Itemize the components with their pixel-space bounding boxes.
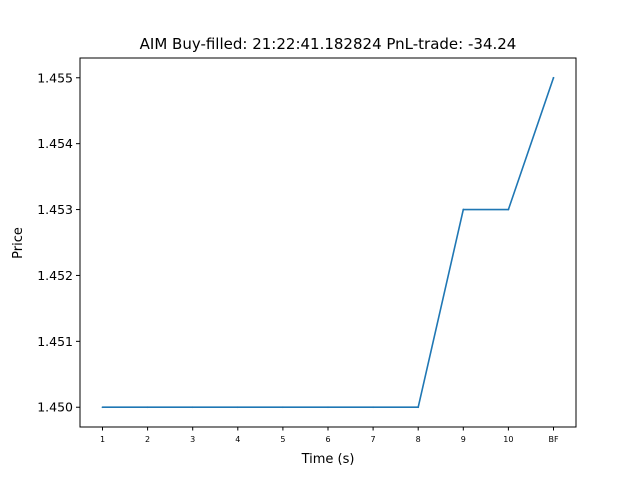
x-tick-label: 9 [461,435,466,444]
x-tick-label: 6 [325,435,330,444]
data-point [236,406,239,409]
y-tick-label: 1.454 [37,136,73,151]
chart-title: AIM Buy-filled: 21:22:41.182824 PnL-trad… [140,35,517,53]
data-point [101,406,104,409]
x-tick-label: 1 [100,435,105,444]
x-tick-label: 8 [416,435,421,444]
data-point [282,406,284,409]
y-axis-label: Price [11,227,26,259]
y-tick-label: 1.450 [37,400,73,415]
x-tick-label: 2 [145,435,150,444]
x-tick-label: 10 [503,435,513,444]
x-tick-label: 3 [190,435,195,444]
series-layer [101,76,555,409]
data-point [462,208,465,211]
y-tick-label: 1.455 [37,70,73,85]
data-point [191,406,194,409]
x-tick-label: 4 [235,435,240,444]
series-line [102,77,555,409]
x-tick-label: 7 [371,435,376,444]
x-axis-label: Time (s) [301,452,355,467]
y-tick-label: 1.451 [37,334,73,349]
x-tick-label: 5 [280,435,285,444]
data-point [507,208,510,211]
x-tick-label: BF [548,435,558,444]
y-tick-label: 1.453 [37,202,73,217]
data-point [146,406,149,409]
data-point [372,406,374,409]
plot-frame [79,57,577,428]
data-point [327,406,329,409]
data-point [417,406,420,409]
x-axis: 1 2 3 4 5 6 7 8 9 10 BF [100,427,559,444]
data-point [552,76,555,79]
y-tick-label: 1.452 [37,268,73,283]
y-axis: 1.450 1.451 1.452 1.453 1.454 1.455 [37,70,80,415]
